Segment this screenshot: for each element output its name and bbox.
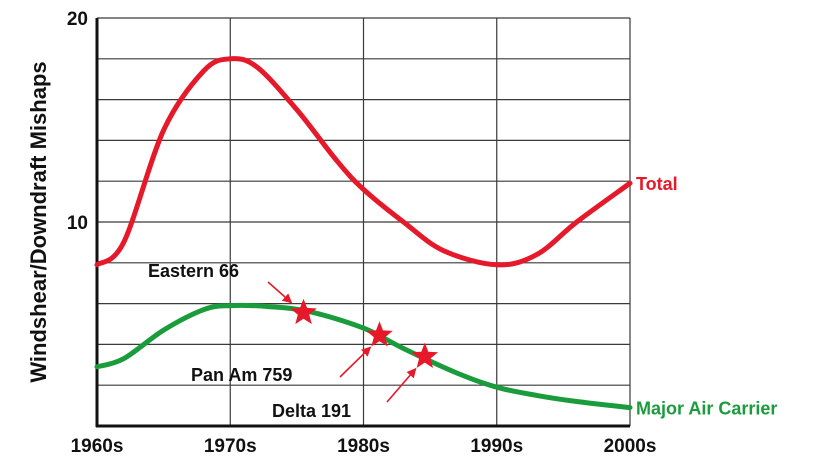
eastern-66-star-icon: [290, 298, 317, 325]
axes: [95, 18, 630, 428]
grid: [97, 17, 631, 426]
series-labels: Total Major Air Carrier: [636, 174, 777, 418]
total-series-label: Total: [636, 174, 678, 194]
x-tick-label: 2000s: [604, 436, 657, 457]
delta-191-label: Delta 191: [272, 401, 351, 421]
pan-am-759-star-icon: [366, 321, 393, 347]
pan-am-759-label: Pan Am 759: [191, 365, 292, 385]
y-axis-label: Windshear/Downdraft Mishaps: [26, 61, 51, 382]
total-series-line: [94, 56, 633, 268]
eastern-66-label: Eastern 66: [148, 261, 239, 281]
annotations: Eastern 66 Pan Am 759 Delta 191: [148, 261, 439, 421]
x-tick-labels: 1960s 1970s 1980s 1990s 2000s: [71, 436, 657, 457]
y-tick-label: 10: [67, 213, 88, 234]
pan-am-759-arrow: [339, 346, 372, 378]
y-tick-label: 20: [67, 9, 88, 30]
series-lines: [94, 56, 633, 411]
x-tick-label: 1990s: [470, 436, 523, 457]
major-air-carrier-series-label: Major Air Carrier: [636, 399, 777, 419]
y-tick-labels: 10 20: [67, 9, 88, 234]
major-air-carrier-series-line: [94, 302, 633, 411]
x-tick-label: 1970s: [204, 436, 257, 457]
delta-191-star-icon: [411, 342, 439, 368]
x-tick-label: 1960s: [71, 436, 124, 457]
x-tick-label: 1980s: [337, 436, 390, 457]
delta-191-arrow: [386, 367, 417, 403]
eastern-66-arrow: [267, 281, 293, 304]
